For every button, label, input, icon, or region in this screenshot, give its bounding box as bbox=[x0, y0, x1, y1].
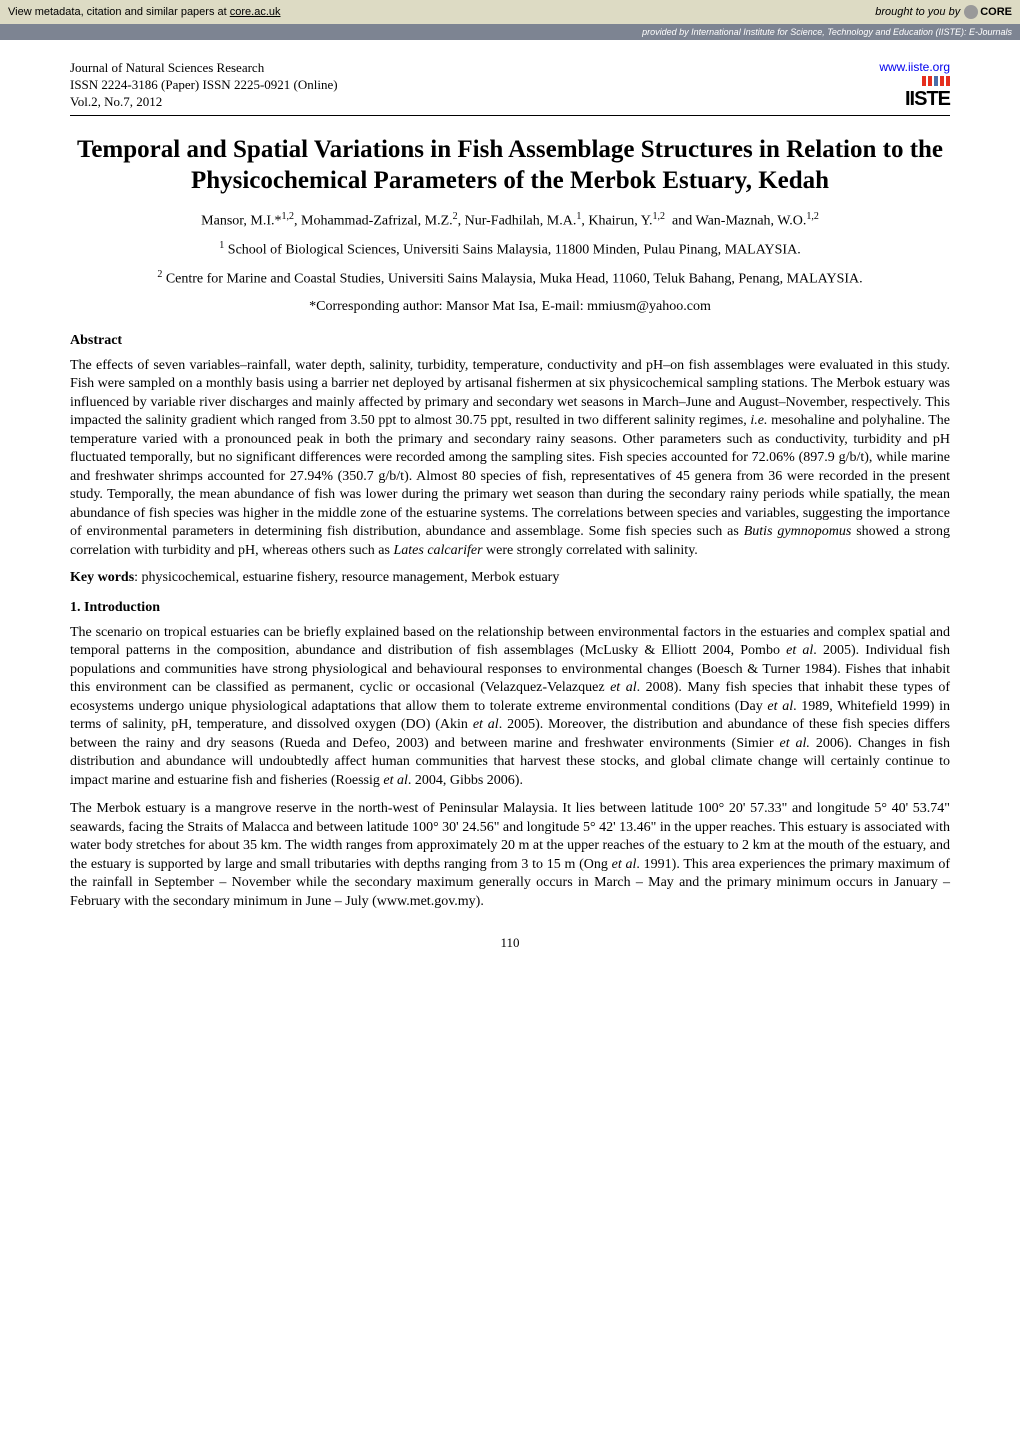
journal-vol: Vol.2, No.7, 2012 bbox=[70, 94, 338, 111]
publisher-logo-bars bbox=[879, 76, 950, 86]
publisher-url[interactable]: www.iiste.org bbox=[879, 60, 950, 74]
core-prefix: View metadata, citation and similar pape… bbox=[8, 6, 230, 18]
logo-bar bbox=[922, 76, 926, 86]
core-repository-banner: View metadata, citation and similar pape… bbox=[0, 0, 1020, 24]
affiliation: 2 Centre for Marine and Coastal Studies,… bbox=[70, 268, 950, 289]
provided-by-bar: provided by International Institute for … bbox=[0, 24, 1020, 40]
core-link[interactable]: core.ac.uk bbox=[230, 6, 281, 18]
journal-info-block: Journal of Natural Sciences Research ISS… bbox=[70, 60, 338, 111]
core-logo[interactable]: CORE bbox=[964, 5, 1012, 19]
logo-bar bbox=[928, 76, 932, 86]
keywords-text: : physicochemical, estuarine fishery, re… bbox=[134, 570, 559, 585]
core-logo-icon bbox=[964, 5, 978, 19]
publisher-logo-block: www.iiste.org IISTE bbox=[879, 60, 950, 111]
abstract-heading: Abstract bbox=[70, 333, 950, 349]
journal-name: Journal of Natural Sciences Research bbox=[70, 60, 338, 77]
intro-paragraph: The Merbok estuary is a mangrove reserve… bbox=[70, 800, 950, 911]
journal-issn: ISSN 2224-3186 (Paper) ISSN 2225-0921 (O… bbox=[70, 77, 338, 94]
page-content: Journal of Natural Sciences Research ISS… bbox=[0, 40, 1020, 981]
introduction-heading: 1. Introduction bbox=[70, 600, 950, 616]
affiliation: 1 School of Biological Sciences, Univers… bbox=[70, 239, 950, 260]
logo-bar bbox=[946, 76, 950, 86]
logo-bar bbox=[940, 76, 944, 86]
intro-paragraph: The scenario on tropical estuaries can b… bbox=[70, 624, 950, 790]
core-banner-left: View metadata, citation and similar pape… bbox=[8, 6, 281, 18]
journal-header: Journal of Natural Sciences Research ISS… bbox=[70, 60, 950, 111]
paper-title: Temporal and Spatial Variations in Fish … bbox=[70, 134, 950, 197]
corresponding-author: *Corresponding author: Mansor Mat Isa, E… bbox=[70, 299, 950, 315]
page-number: 110 bbox=[70, 935, 950, 951]
core-logo-text: CORE bbox=[980, 6, 1012, 18]
publisher-logo-text: IISTE bbox=[879, 88, 950, 111]
core-banner-right: brought to you by CORE bbox=[875, 5, 1012, 19]
core-brought: brought to you by bbox=[875, 6, 960, 18]
header-rule bbox=[70, 115, 950, 116]
provided-text: provided by International Institute for … bbox=[642, 27, 1012, 37]
logo-bar bbox=[934, 76, 938, 86]
keywords-line: Key words: physicochemical, estuarine fi… bbox=[70, 570, 950, 586]
abstract-text: The effects of seven variables–rainfall,… bbox=[70, 357, 950, 560]
author-list: Mansor, M.I.*1,2, Mohammad-Zafrizal, M.Z… bbox=[70, 211, 950, 230]
keywords-label: Key words bbox=[70, 570, 134, 585]
